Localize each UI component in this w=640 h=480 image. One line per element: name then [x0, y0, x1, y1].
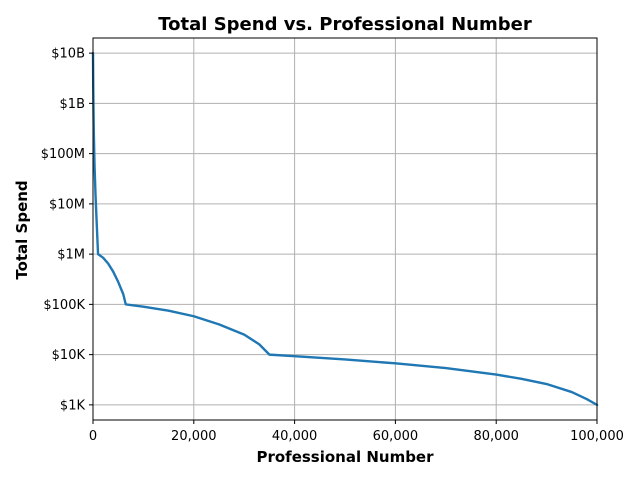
y-tick-label: $100M — [41, 147, 85, 162]
x-axis-ticks: 0 20,000 40,000 60,000 80,000 100,000 — [89, 420, 624, 444]
x-tick-label: 20,000 — [171, 429, 217, 444]
y-axis-ticks: $1K $10K $100K $1M $10M $100M $1B $10B — [41, 47, 93, 413]
plot-frame — [92, 37, 598, 421]
series-line — [91, 51, 599, 407]
y-tick-label: $100K — [43, 298, 85, 313]
x-tick-label: 60,000 — [373, 429, 419, 444]
x-tick-label: 40,000 — [272, 429, 318, 444]
y-axis-label: Total Spend — [13, 180, 31, 279]
y-tick-label: $10M — [49, 197, 85, 212]
y-tick-label: $1B — [60, 97, 85, 112]
chart-title: Total Spend vs. Professional Number — [158, 14, 532, 35]
x-tick-label: 0 — [89, 429, 97, 444]
y-tick-label: $1K — [60, 398, 86, 413]
x-tick-label: 80,000 — [473, 429, 519, 444]
x-tick-label: 100,000 — [570, 429, 624, 444]
x-axis-label: Professional Number — [256, 448, 434, 466]
y-tick-label: $10B — [51, 47, 85, 62]
y-tick-label: $1M — [57, 248, 85, 263]
y-tick-label: $10K — [52, 348, 86, 363]
series-layer — [91, 51, 599, 407]
